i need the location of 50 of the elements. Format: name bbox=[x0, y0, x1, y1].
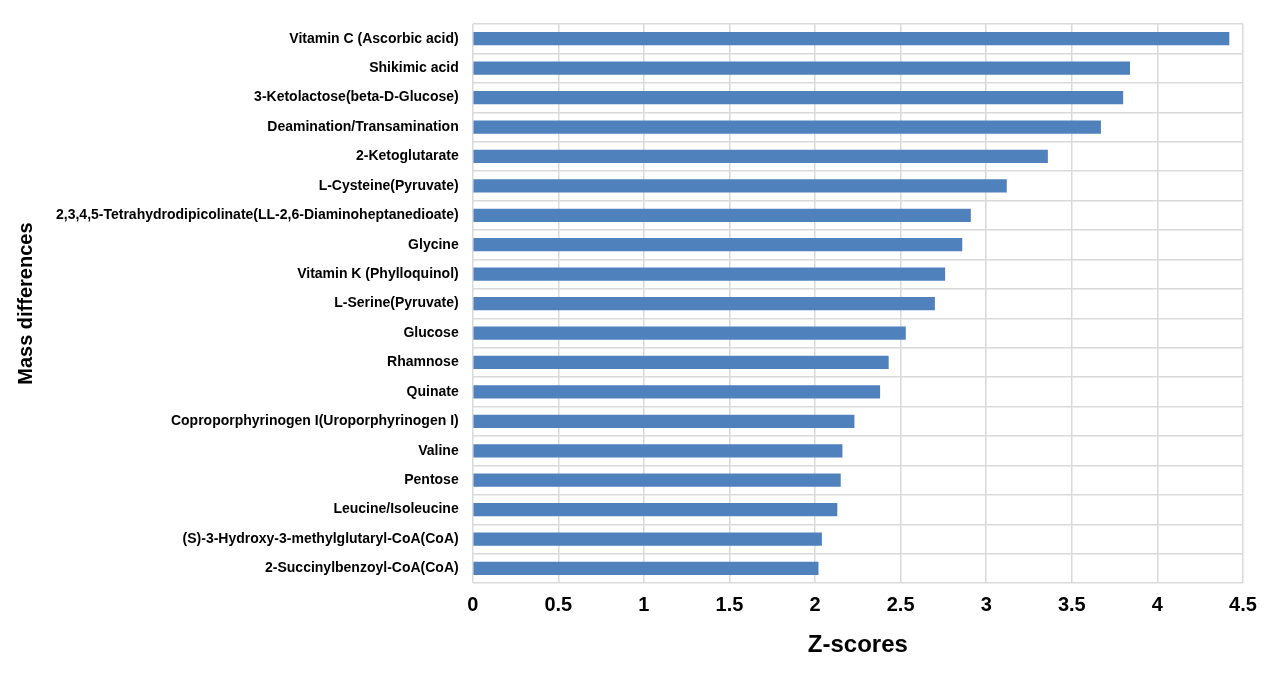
y-tick-label: Deamination/Transamination bbox=[267, 117, 459, 134]
y-axis-title: Mass differences bbox=[13, 222, 36, 385]
bar bbox=[473, 208, 971, 222]
y-tick-label: Valine bbox=[418, 441, 459, 458]
bar bbox=[473, 385, 881, 399]
y-tick-label: L-Serine(Pyruvate) bbox=[334, 294, 459, 311]
y-tick-label: Vitamin K (Phylloquinol) bbox=[297, 265, 459, 282]
bar bbox=[473, 267, 946, 281]
x-tick-label: 1.5 bbox=[715, 592, 744, 615]
x-tick-label: 3.5 bbox=[1057, 592, 1086, 615]
x-tick-label: 4.5 bbox=[1229, 592, 1257, 615]
y-tick-label: Coproporphyrinogen I(Uroporphyrinogen I) bbox=[170, 412, 459, 429]
bar bbox=[473, 473, 841, 487]
x-tick-label: 0.5 bbox=[544, 592, 573, 615]
y-tick-label: Quinate bbox=[406, 382, 459, 399]
x-tick-label: 2 bbox=[809, 592, 821, 615]
y-tick-label: Leucine/Isoleucine bbox=[333, 500, 459, 517]
bar bbox=[473, 326, 906, 340]
bar bbox=[473, 32, 1230, 46]
bar bbox=[473, 561, 819, 576]
y-tick-label: 2,3,4,5-Tetrahydrodipicolinate(LL-2,6-Diaminoheptanedioate) bbox=[55, 206, 459, 223]
y-tick-label: Rhamnose bbox=[387, 353, 459, 370]
bar bbox=[473, 61, 1131, 75]
x-tick-label: 3 bbox=[980, 592, 992, 615]
x-axis-title: Z-scores bbox=[807, 630, 908, 658]
bar bbox=[473, 238, 963, 252]
bar bbox=[473, 414, 855, 428]
y-tick-label: Vitamin C (Ascorbic acid) bbox=[289, 29, 459, 46]
y-tick-label: L-Cysteine(Pyruvate) bbox=[318, 176, 459, 193]
bar bbox=[473, 296, 935, 311]
bar bbox=[473, 90, 1124, 105]
x-tick-label: 2.5 bbox=[886, 592, 915, 615]
bar bbox=[473, 532, 822, 546]
bar bbox=[473, 503, 838, 517]
bar bbox=[473, 179, 1007, 193]
y-tick-label: 2-Ketoglutarate bbox=[356, 147, 459, 164]
bar bbox=[473, 120, 1101, 134]
y-tick-label: Pentose bbox=[404, 471, 459, 488]
y-tick-label: 3-Ketolactose(beta-D-Glucose) bbox=[254, 88, 459, 105]
y-tick-label: Glycine bbox=[408, 235, 459, 252]
bar bbox=[473, 355, 889, 370]
bar bbox=[473, 444, 843, 458]
bar bbox=[473, 149, 1048, 164]
y-tick-label: 2-Succinylbenzoyl-CoA(CoA) bbox=[265, 559, 459, 576]
y-tick-label: Shikimic acid bbox=[369, 59, 459, 76]
x-tick-label: 1 bbox=[638, 592, 650, 615]
y-tick-label: Glucose bbox=[403, 323, 459, 340]
x-tick-label: 0 bbox=[467, 592, 479, 615]
x-tick-label: 4 bbox=[1151, 592, 1164, 615]
y-tick-label: (S)-3-Hydroxy-3-methylglutaryl-CoA(CoA) bbox=[182, 529, 459, 546]
